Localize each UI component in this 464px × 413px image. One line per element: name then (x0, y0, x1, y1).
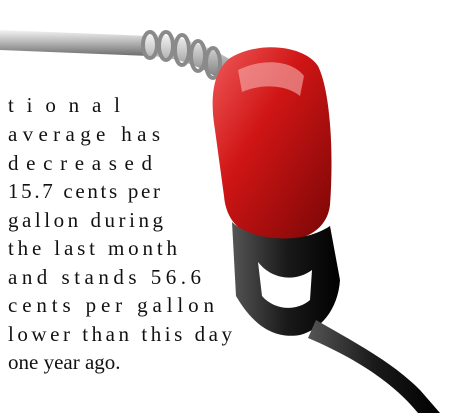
article-text: tional average has decreased 15.7 cents … (8, 93, 233, 374)
hose (0, 30, 150, 56)
text-line: the last month (8, 236, 178, 260)
text-line: one year ago. (8, 350, 121, 374)
text-line: average has (8, 122, 160, 146)
page: tional average has decreased 15.7 cents … (0, 0, 464, 413)
text-line: decreased (8, 151, 153, 175)
text-line: lower than this day (8, 322, 233, 346)
text-line: and stands 56.6 (8, 265, 201, 289)
text-line: tional (8, 93, 120, 117)
text-line: gallon during (8, 208, 164, 232)
nozzle-spout (308, 320, 440, 413)
text-line: cents per gallon (8, 293, 215, 317)
text-line: 15.7 cents per (8, 179, 160, 203)
